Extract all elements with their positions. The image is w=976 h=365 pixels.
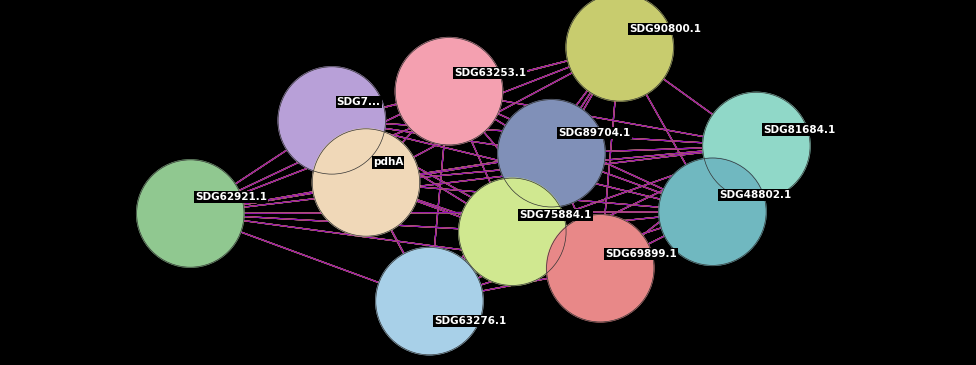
Text: SDG7...: SDG7...: [337, 97, 381, 107]
Ellipse shape: [703, 92, 810, 200]
Text: SDG75884.1: SDG75884.1: [519, 210, 591, 220]
Ellipse shape: [395, 38, 503, 145]
Text: SDG89704.1: SDG89704.1: [558, 128, 630, 138]
Text: SDG90800.1: SDG90800.1: [630, 24, 702, 34]
Ellipse shape: [278, 67, 386, 174]
Ellipse shape: [312, 129, 420, 236]
Text: SDG81684.1: SDG81684.1: [763, 124, 835, 135]
Ellipse shape: [659, 158, 766, 265]
Text: SDG69899.1: SDG69899.1: [605, 249, 677, 259]
Text: SDG63253.1: SDG63253.1: [454, 68, 526, 78]
Ellipse shape: [566, 0, 673, 101]
Text: pdhA: pdhA: [373, 157, 403, 168]
Text: SDG63276.1: SDG63276.1: [434, 316, 507, 326]
Text: SDG62921.1: SDG62921.1: [195, 192, 267, 202]
Text: SDG48802.1: SDG48802.1: [719, 190, 792, 200]
Ellipse shape: [498, 100, 605, 207]
Ellipse shape: [459, 178, 566, 285]
Ellipse shape: [376, 247, 483, 355]
Ellipse shape: [137, 160, 244, 267]
Ellipse shape: [547, 215, 654, 322]
